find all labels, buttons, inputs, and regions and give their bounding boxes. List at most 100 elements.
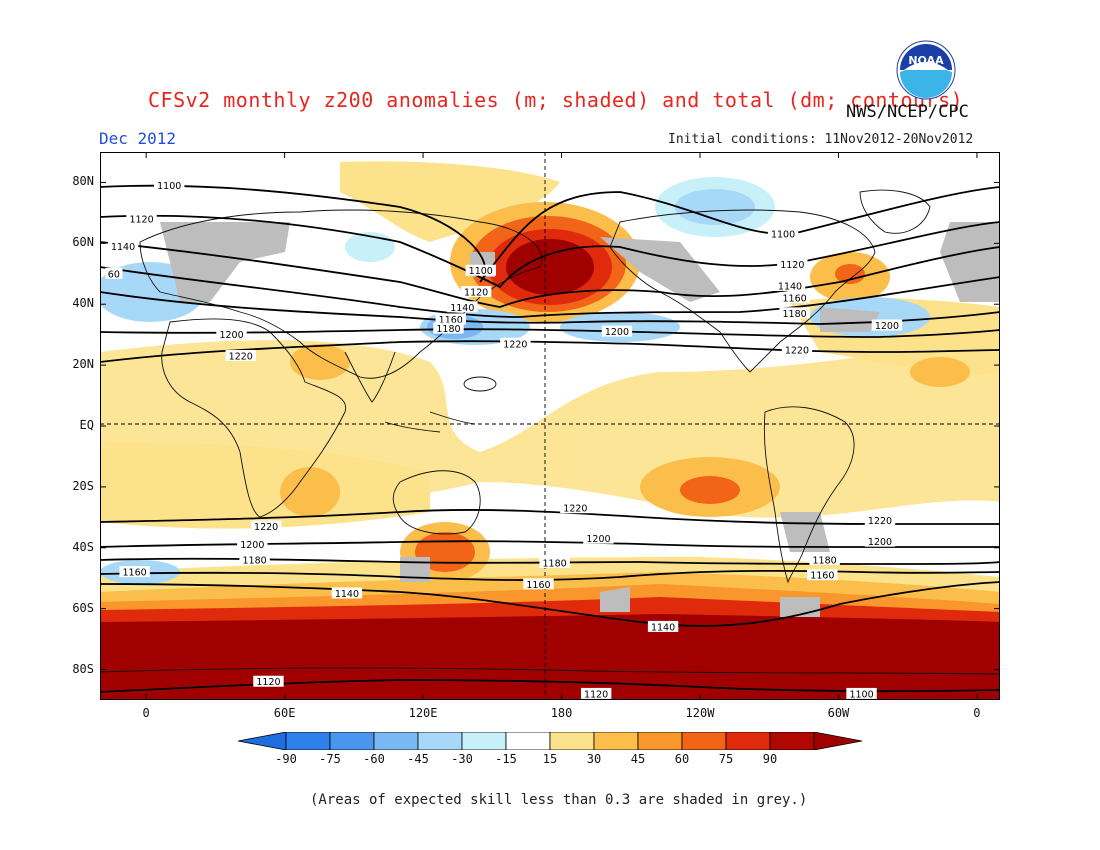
longitude-tick-label: 60W <box>827 706 850 720</box>
svg-text:1220: 1220 <box>503 339 527 350</box>
contour-label: 1180 <box>539 557 570 570</box>
svg-text:1160: 1160 <box>810 571 834 582</box>
colorbar-cell <box>593 732 639 750</box>
svg-text:1100: 1100 <box>469 266 493 277</box>
forecast-month: Dec 2012 <box>99 129 177 148</box>
colorbar-tick-label: 75 <box>718 752 734 766</box>
svg-text:60: 60 <box>108 269 120 280</box>
svg-text:1180: 1180 <box>243 555 267 566</box>
svg-text:1180: 1180 <box>436 324 460 335</box>
svg-text:1120: 1120 <box>780 260 804 271</box>
latitude-tick-label: 60N <box>72 235 94 250</box>
latitude-tick-label: 40S <box>72 539 94 554</box>
contour-label: 1100 <box>154 179 185 192</box>
colorbar-tick-label: 90 <box>762 752 778 766</box>
colorbar-cell <box>285 732 331 750</box>
svg-text:1120: 1120 <box>584 689 608 700</box>
longitude-tick-label: 180 <box>550 706 573 720</box>
longitude-tick-label: 120E <box>408 706 438 720</box>
initial-conditions: Initial conditions: 11Nov2012-20Nov2012 <box>668 132 974 147</box>
svg-text:1200: 1200 <box>868 537 892 548</box>
contour-label: 1160 <box>779 292 810 305</box>
skill-caption: (Areas of expected skill less than 0.3 a… <box>310 792 808 808</box>
colorbar-cell <box>461 732 507 750</box>
contour-label: 1180 <box>809 553 840 566</box>
contour-label: 1140 <box>647 620 679 633</box>
longitude-tick-label: 0 <box>142 706 150 720</box>
contour-label: 1200 <box>583 532 614 545</box>
colorbar-cell <box>769 732 815 750</box>
latitude-tick-label: 80S <box>72 661 94 676</box>
contour-label: 1180 <box>239 553 270 566</box>
svg-text:1200: 1200 <box>605 327 629 338</box>
longitude-tick-label: 120W <box>685 706 715 720</box>
contour-label: 1160 <box>119 566 150 579</box>
svg-text:1200: 1200 <box>219 330 243 341</box>
svg-text:1200: 1200 <box>240 540 264 551</box>
svg-text:1200: 1200 <box>586 534 610 545</box>
svg-text:1200: 1200 <box>875 321 899 332</box>
colorbar-cell <box>549 732 595 750</box>
longitude-tick-label: 60E <box>273 706 296 720</box>
contour-label: 1180 <box>779 307 810 320</box>
colorbar-tick-label: 45 <box>630 752 646 766</box>
colorbar-cell <box>725 732 771 750</box>
svg-text:1140: 1140 <box>335 589 359 600</box>
contour-label: 1120 <box>253 675 284 688</box>
colorbar-tick-label: -90 <box>275 752 297 766</box>
agency-label: NWS/NCEP/CPC <box>846 102 969 122</box>
colorbar-cell <box>238 732 287 750</box>
colorbar-tick-label: -30 <box>451 752 473 766</box>
colorbar-tick-label: -45 <box>407 752 429 766</box>
colorbar-tick-label: -15 <box>495 752 517 766</box>
colorbar-cell <box>505 732 551 750</box>
contour-label: 1220 <box>560 502 591 515</box>
latitude-tick-label: 60S <box>72 600 94 615</box>
chart-title: CFSv2 monthly z200 anomalies (m; shaded)… <box>148 88 964 112</box>
contour-label: 1140 <box>331 587 363 600</box>
contour-label: 1100 <box>846 687 877 700</box>
svg-text:1220: 1220 <box>868 516 892 527</box>
longitude-tick-label: 0 <box>973 706 981 720</box>
contour-label: 1140 <box>107 240 139 253</box>
svg-text:1140: 1140 <box>450 303 474 314</box>
contour-label: 1160 <box>523 578 554 591</box>
contour-label: 1120 <box>777 258 808 271</box>
contour-label: 1140 <box>447 301 478 314</box>
contour-label: 1120 <box>460 286 492 299</box>
colorbar-tick-label: 15 <box>542 752 558 766</box>
contour-label: 1180 <box>433 322 464 335</box>
svg-text:1180: 1180 <box>813 555 837 566</box>
svg-text:1140: 1140 <box>651 622 675 633</box>
colorbar-cell <box>373 732 419 750</box>
svg-text:1220: 1220 <box>785 345 809 356</box>
contour-label: 1160 <box>435 313 466 326</box>
svg-text:1180: 1180 <box>783 309 807 320</box>
latitude-tick-label: 20S <box>72 478 94 493</box>
coastlines <box>100 189 1000 675</box>
contour-label: 1120 <box>580 687 612 700</box>
contour-label: 1200 <box>237 538 268 551</box>
colorbar-tick-label: -75 <box>319 752 341 766</box>
svg-text:1140: 1140 <box>778 281 802 292</box>
svg-text:1220: 1220 <box>563 504 587 515</box>
svg-text:1220: 1220 <box>254 522 278 533</box>
svg-text:1120: 1120 <box>129 214 153 225</box>
latitude-tick-label: 20N <box>72 357 94 372</box>
contour-label: 1100 <box>465 264 496 277</box>
svg-text:1100: 1100 <box>157 181 181 192</box>
latitude-tick-label: 40N <box>72 296 94 311</box>
svg-text:1160: 1160 <box>783 294 807 305</box>
contour-label: 1200 <box>216 328 247 341</box>
contour-label: 1200 <box>601 325 633 338</box>
contour-label: 60 <box>105 267 123 280</box>
colorbar <box>238 732 862 750</box>
colorbar-tick-label: -60 <box>363 752 385 766</box>
svg-text:1220: 1220 <box>229 351 253 362</box>
contour-label: 1220 <box>864 514 896 527</box>
noaa-logo-text: NOAA <box>908 54 944 67</box>
contour-label: 1120 <box>126 212 157 225</box>
svg-text:1100: 1100 <box>771 230 795 241</box>
